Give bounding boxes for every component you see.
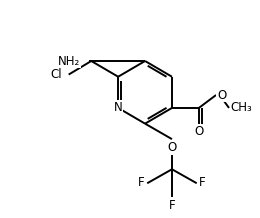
Text: F: F [138,176,145,189]
Text: F: F [169,199,175,212]
Text: CH₃: CH₃ [231,101,252,114]
Text: O: O [167,141,177,154]
Text: N: N [114,101,122,114]
Text: O: O [217,89,226,102]
Text: Cl: Cl [51,68,62,81]
Text: O: O [194,125,204,138]
Text: F: F [199,176,206,189]
Text: NH₂: NH₂ [58,54,81,68]
